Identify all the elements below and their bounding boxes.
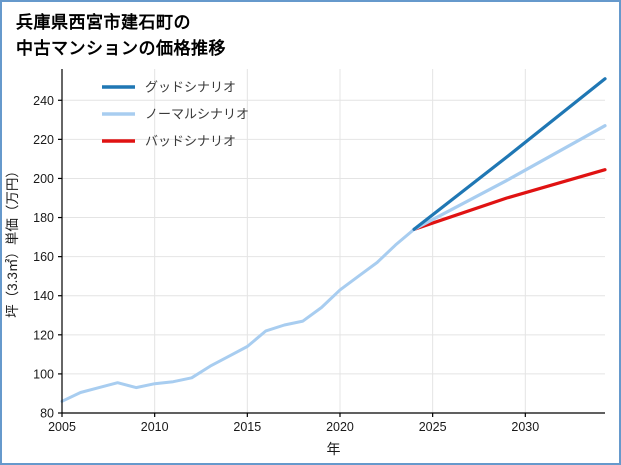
legend-item: ノーマルシナリオ: [102, 107, 249, 122]
series-normal-scenario: [412, 124, 607, 231]
legend-item: バッドシナリオ: [102, 134, 236, 149]
x-tick-label: 2010: [141, 420, 169, 434]
x-axis-label: 年: [327, 441, 341, 457]
series-bad-scenario: [412, 168, 607, 231]
title-line-2: 中古マンションの価格推移: [16, 38, 226, 58]
page-title: 兵庫県西宮市建石町の 中古マンションの価格推移: [16, 10, 619, 61]
legend-label: ノーマルシナリオ: [145, 107, 249, 122]
y-tick-label: 240: [33, 94, 54, 108]
y-tick-label: 160: [33, 250, 54, 264]
x-tick-label: 2015: [233, 420, 261, 434]
y-tick-label: 180: [33, 211, 54, 225]
series-good-scenario: [412, 77, 607, 231]
y-axis-label: 坪（3.3㎡）単価（万円）: [5, 164, 20, 318]
x-tick-label: 2005: [48, 420, 76, 434]
price-trend-chart: 80 100 120 140 160 180 200 220 240 2005 2010 2015 20…: [5, 69, 607, 457]
y-tick-label: 100: [33, 367, 54, 381]
y-tick-label: 200: [33, 172, 54, 186]
y-tick-label: 220: [33, 133, 54, 147]
legend-label: グッドシナリオ: [145, 80, 236, 95]
x-tick-label: 2030: [511, 420, 539, 434]
title-line-1: 兵庫県西宮市建石町の: [16, 13, 191, 32]
y-tick-label: 80: [40, 407, 54, 421]
legend-label: バッドシナリオ: [145, 134, 236, 149]
y-tick-label: 140: [33, 289, 54, 303]
series-history: [60, 227, 416, 403]
x-tick-label: 2025: [419, 420, 447, 434]
x-tick-label: 2020: [326, 420, 354, 434]
y-tick-label: 120: [33, 328, 54, 342]
legend-item: グッドシナリオ: [102, 80, 236, 95]
